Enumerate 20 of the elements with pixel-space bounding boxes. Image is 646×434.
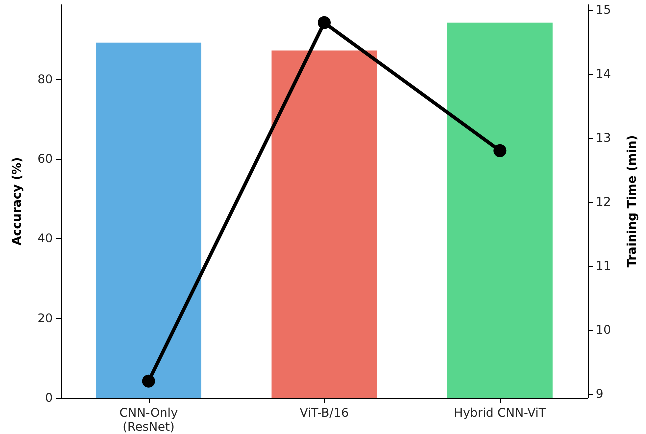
y2-tick-label: 13 [596,131,612,146]
point [318,16,331,30]
x-tick-label: Hybrid CNN-ViT [454,406,547,420]
y2-tick-label: 11 [596,259,612,274]
y2-tick-label: 9 [596,387,604,402]
y2-tick-label: 15 [596,3,612,18]
y-tick-label: 60 [38,152,53,166]
y-tick-label: 80 [38,72,53,86]
point [494,144,507,158]
y2-axis-title: Training Time (min) [625,135,639,268]
x-tick-label: ViT-B/16 [300,406,349,420]
y-axis-title: Accuracy (%) [10,157,24,246]
y-tick-label: 20 [38,311,53,326]
x-tick-label: CNN-Only (ResNet) [120,406,178,434]
point [142,374,156,388]
y-tick-label: 40 [38,232,53,246]
y2-tick-label: 14 [596,67,612,82]
y2-tick-label: 10 [596,323,612,338]
y-tick-label: 0 [45,391,53,405]
y2-tick-label: 12 [596,195,612,210]
